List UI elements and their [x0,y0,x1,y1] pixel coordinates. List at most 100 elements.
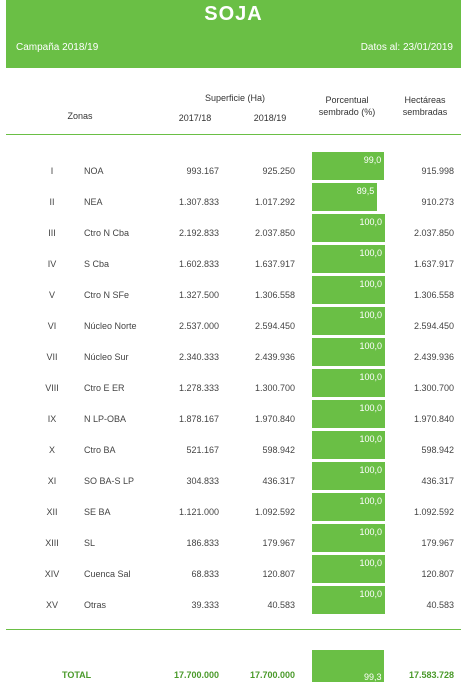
pct-value: 100,0 [359,248,382,258]
zone-number: XI [47,476,57,486]
hectares-sown: 1.300.700 [413,383,454,393]
hectares-sown: 40.583 [426,600,454,610]
pct-header-line1: Porcentual [325,95,369,105]
zone-number: VII [46,352,58,362]
area-2018-19: 2.037.850 [254,228,295,238]
pct-value: 100,0 [359,217,382,227]
table-row: IV S Cba 1.602.833 1.637.917 100,0 1.637.917 [0,245,468,275]
hectares-sown: 120.807 [421,569,454,579]
total-pct: 99,3 [363,672,382,682]
area-2018-19: 1.017.292 [254,197,295,207]
pct-bar [312,276,385,304]
hectares-sown: 910.273 [421,197,454,207]
zone-number: V [48,290,55,300]
pct-value: 89,5 [356,186,375,196]
area-2017-18: 1.327.500 [178,290,219,300]
area-2017-18: 1.307.833 [178,197,219,207]
area-2018-19: 1.300.700 [254,383,295,393]
zone-name: Ctro N SFe [84,290,130,300]
pct-bar [312,555,385,583]
table-row: III Ctro N Cba 2.192.833 2.037.850 100,0 2.03… [0,214,468,244]
pct-bar [312,307,385,335]
hectares-sown: 179.967 [421,538,454,548]
table-row: XI SO BA-S LP 304.833 436.317 100,0 436.317 [0,462,468,492]
zone-number: X [48,445,55,455]
total-divider [6,629,461,630]
hectares-sown: 1.637.917 [413,259,454,269]
area-2018-19: 925.250 [262,166,295,176]
pct-header-line2: sembrado (%) [318,107,376,117]
campaign-label: Campaña 2018/19 [16,42,99,53]
pct-bar [312,214,385,242]
table-row: II NEA 1.307.833 1.017.292 89,5 910.273 [0,183,468,213]
zone-name: S Cba [84,259,110,269]
page-title: SOJA [204,3,263,25]
hectares-sown: 436.317 [421,476,454,486]
hectares-sown: 915.998 [421,166,454,176]
area-2017-18: 1.602.833 [178,259,219,269]
total-row: TOTAL 17.700.000 17.700.000 99,3 17.583.… [0,650,468,682]
pct-value: 100,0 [359,372,382,382]
pct-value: 100,0 [359,279,382,289]
pct-bar [312,431,385,459]
zone-name: Ctro BA [84,445,116,455]
area-2018-19: 1.637.917 [254,259,295,269]
total-pct-bar [312,650,385,682]
pct-value: 100,0 [359,465,382,475]
pct-value: 100,0 [359,558,382,568]
area-2018-19: 1.306.558 [254,290,295,300]
pct-bar [312,245,385,273]
hectares-sown: 2.594.450 [413,321,454,331]
zone-number: VI [47,321,57,331]
pct-value: 100,0 [359,589,382,599]
pct-value: 100,0 [359,341,382,351]
hectares-sown: 598.942 [421,445,454,455]
header-divider [6,134,461,135]
pct-bar [312,369,385,397]
table-row: V Ctro N SFe 1.327.500 1.306.558 100,0 1.306.… [0,276,468,306]
total-2017: 17.700.000 [173,670,219,680]
zone-number: IV [47,259,57,269]
pct-bar [312,338,385,366]
pct-bar [312,462,385,490]
zone-name: Cuenca Sal [84,569,131,579]
zone-name: SL [84,538,96,548]
zone-number: XV [45,600,58,610]
area-2017-18: 1.121.000 [178,507,219,517]
zone-name: N LP-OBA [84,414,127,424]
area-2018-19: 598.942 [262,445,295,455]
zone-number: III [48,228,56,238]
zone-number: XII [46,507,58,517]
area-2018-19: 120.807 [262,569,295,579]
zone-number: I [50,166,54,176]
area-2017-18: 39.333 [191,600,219,610]
zone-number: II [49,197,55,207]
area-2017-18: 1.878.167 [178,414,219,424]
zone-name: SO BA-S LP [84,476,135,486]
pct-value: 100,0 [359,403,382,413]
hectares-sown: 1.306.558 [413,290,454,300]
area-2018-19: 40.583 [267,600,295,610]
pct-bar [312,400,385,428]
pct-bar [312,586,385,614]
table-row: XIV Cuenca Sal 68.833 120.807 100,0 120.807 [0,555,468,585]
area-2017-18: 521.167 [186,445,219,455]
area-2018-19: 2.439.936 [254,352,295,362]
hect-header: Hectáreas sembradas [392,94,458,118]
zone-number: VIII [45,383,59,393]
area-2017-18: 186.833 [186,538,219,548]
year1-header: 2017/18 [178,113,212,123]
superficie-header: Superficie (Ha) [204,93,266,103]
hect-header-line1: Hectáreas [404,95,446,105]
area-2017-18: 2.340.333 [178,352,219,362]
zone-name: Núcleo Norte [84,321,137,331]
table-row: XIII SL 186.833 179.967 100,0 179.967 [0,524,468,554]
area-2018-19: 179.967 [262,538,295,548]
zone-name: NOA [84,166,104,176]
area-2018-19: 2.594.450 [254,321,295,331]
pct-bar [312,493,385,521]
hectares-sown: 2.439.936 [413,352,454,362]
zone-name: SE BA [84,507,111,517]
area-2017-18: 2.192.833 [178,228,219,238]
total-hectares: 17.583.728 [408,670,454,680]
